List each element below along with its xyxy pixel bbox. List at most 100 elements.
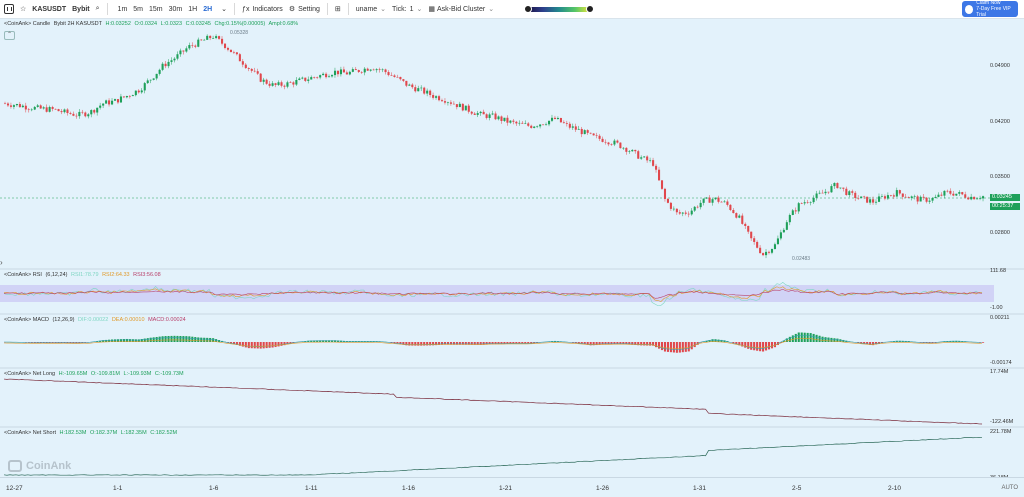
- candle: [566, 123, 568, 124]
- candle: [370, 70, 372, 71]
- macd-bar: [798, 332, 800, 342]
- candle: [869, 199, 871, 202]
- candle: [390, 75, 392, 76]
- time-tick: 1-21: [499, 485, 512, 492]
- candle: [111, 101, 113, 105]
- candle: [593, 134, 595, 136]
- candle: [96, 108, 98, 113]
- macd-bar: [245, 342, 247, 347]
- candle: [765, 252, 767, 255]
- candle: [667, 199, 669, 203]
- candle: [165, 64, 167, 66]
- candle: [483, 112, 485, 114]
- price-axis-label: 0.04200: [990, 119, 1020, 125]
- macd-bar: [801, 333, 803, 342]
- candle: [218, 36, 220, 39]
- candle: [396, 77, 398, 78]
- candle: [417, 88, 419, 91]
- candle: [298, 79, 300, 80]
- macd-bar: [819, 336, 821, 342]
- price-chart[interactable]: 0.05328 0.02483: [0, 0, 1024, 477]
- candle: [239, 54, 241, 61]
- candle: [206, 36, 208, 40]
- macd-bar: [153, 337, 155, 342]
- candle: [619, 143, 621, 148]
- macd-bar: [813, 334, 815, 342]
- candle: [221, 39, 223, 44]
- candle: [640, 157, 642, 158]
- candle: [575, 126, 577, 129]
- candle: [382, 69, 384, 70]
- candle: [215, 36, 217, 38]
- candle: [108, 100, 110, 104]
- candle: [242, 61, 244, 64]
- price-axis-label: 0.04900: [990, 63, 1020, 69]
- candle: [120, 96, 122, 102]
- macd-bar: [197, 337, 199, 342]
- candle: [275, 83, 277, 85]
- candle: [602, 139, 604, 142]
- candle: [468, 106, 470, 112]
- candle: [266, 80, 268, 84]
- candle: [420, 88, 422, 89]
- candle: [269, 84, 271, 86]
- candle: [212, 38, 214, 39]
- candle: [75, 116, 77, 117]
- candle: [132, 95, 134, 96]
- macd-bar: [682, 342, 684, 352]
- candle: [4, 103, 6, 104]
- macd-bar: [664, 342, 666, 352]
- macd-bar: [673, 342, 675, 352]
- candle: [735, 213, 737, 218]
- candle: [563, 122, 565, 123]
- macd-bar: [750, 342, 752, 350]
- candle: [506, 118, 508, 123]
- candle: [530, 126, 532, 128]
- candle: [55, 109, 57, 110]
- candle: [280, 82, 282, 85]
- macd-bar: [685, 342, 687, 352]
- candle: [777, 238, 779, 244]
- candle: [105, 100, 107, 103]
- watermark: CoinAnk: [8, 460, 71, 472]
- candle: [331, 75, 333, 76]
- candle: [283, 86, 285, 87]
- macd-bar: [768, 342, 770, 349]
- net-short-axis-top: 221.78M: [990, 429, 1020, 435]
- candle: [465, 106, 467, 111]
- candle: [462, 104, 464, 111]
- auto-scale-button[interactable]: AUTO: [1001, 485, 1018, 491]
- candle: [93, 110, 95, 112]
- candle: [961, 192, 963, 194]
- macd-bar: [242, 342, 244, 347]
- candle: [830, 186, 832, 192]
- candle: [37, 105, 39, 107]
- candle: [497, 116, 499, 119]
- candle: [185, 48, 187, 51]
- candle: [729, 205, 731, 210]
- candle: [920, 197, 922, 202]
- macd-bar: [280, 342, 282, 346]
- time-axis[interactable]: 12-27 1-1 1-6 1-11 1-16 1-21 1-26 1-31 2…: [0, 477, 1024, 497]
- candle: [176, 54, 178, 58]
- candle: [813, 198, 815, 202]
- candle: [822, 193, 824, 194]
- candle: [780, 232, 782, 238]
- macd-bar: [176, 336, 178, 342]
- macd-bar: [162, 336, 164, 342]
- macd-bar: [792, 335, 794, 342]
- macd-bar: [260, 342, 262, 349]
- candle: [144, 83, 146, 90]
- candle: [682, 213, 684, 214]
- candle: [908, 197, 910, 198]
- candle: [833, 183, 835, 186]
- candle: [49, 107, 51, 112]
- candle: [804, 202, 806, 203]
- candle: [798, 203, 800, 211]
- candle: [527, 123, 529, 125]
- candle: [720, 202, 722, 203]
- macd-bar: [203, 338, 205, 342]
- price-axis-label: 0.03500: [990, 174, 1020, 180]
- expand-arrow-icon[interactable]: ›: [0, 258, 3, 267]
- macd-bar: [756, 342, 758, 351]
